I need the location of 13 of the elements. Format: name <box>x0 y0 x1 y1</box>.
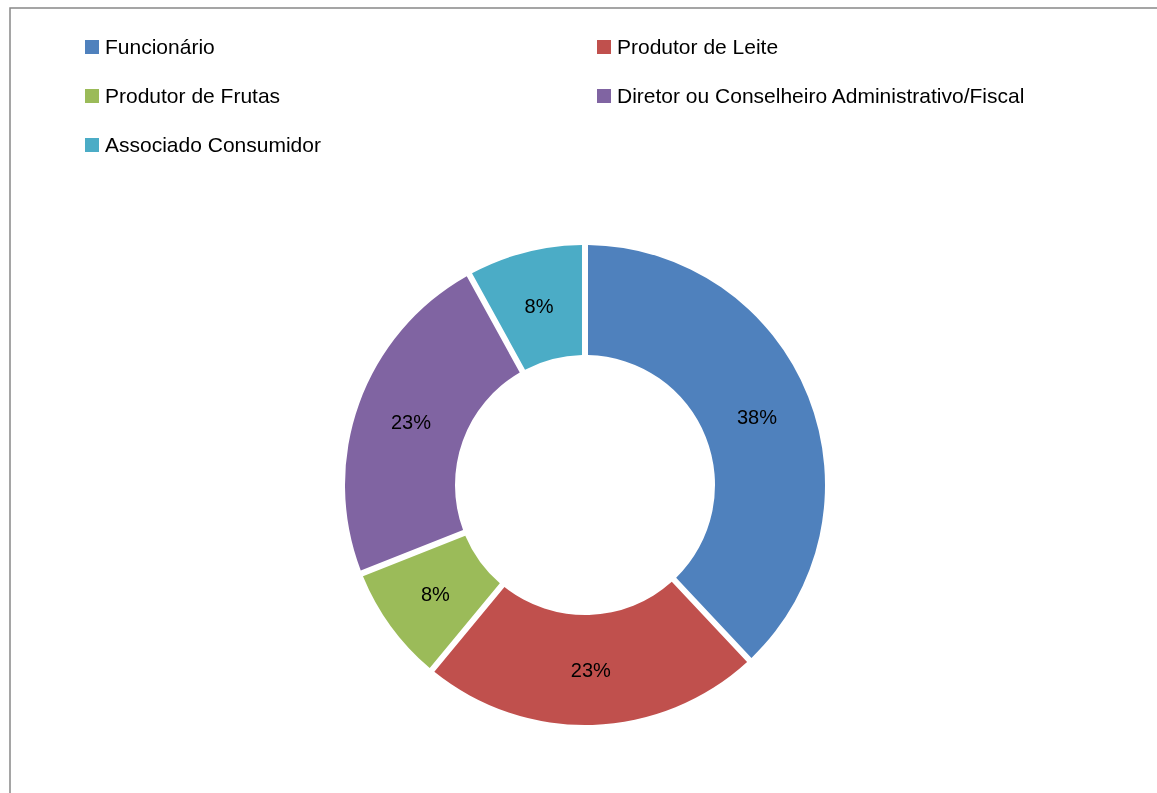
data-label: 38% <box>736 405 778 428</box>
donut-slice <box>362 535 500 668</box>
data-label: 8% <box>420 582 450 605</box>
data-label: 23% <box>570 658 612 681</box>
legend-label: Produtor de Frutas <box>105 84 281 108</box>
legend-label: Produtor de Leite <box>617 35 779 59</box>
donut-slice <box>588 245 825 658</box>
data-label: 23% <box>390 411 432 434</box>
donut-slice <box>345 276 520 571</box>
legend-label: Associado Consumidor <box>105 133 321 157</box>
legend-label: Funcionário <box>105 35 215 59</box>
legend-label: Diretor ou Conselheiro Administrativo/Fiscal <box>617 84 1025 108</box>
data-label: 8% <box>524 294 554 317</box>
